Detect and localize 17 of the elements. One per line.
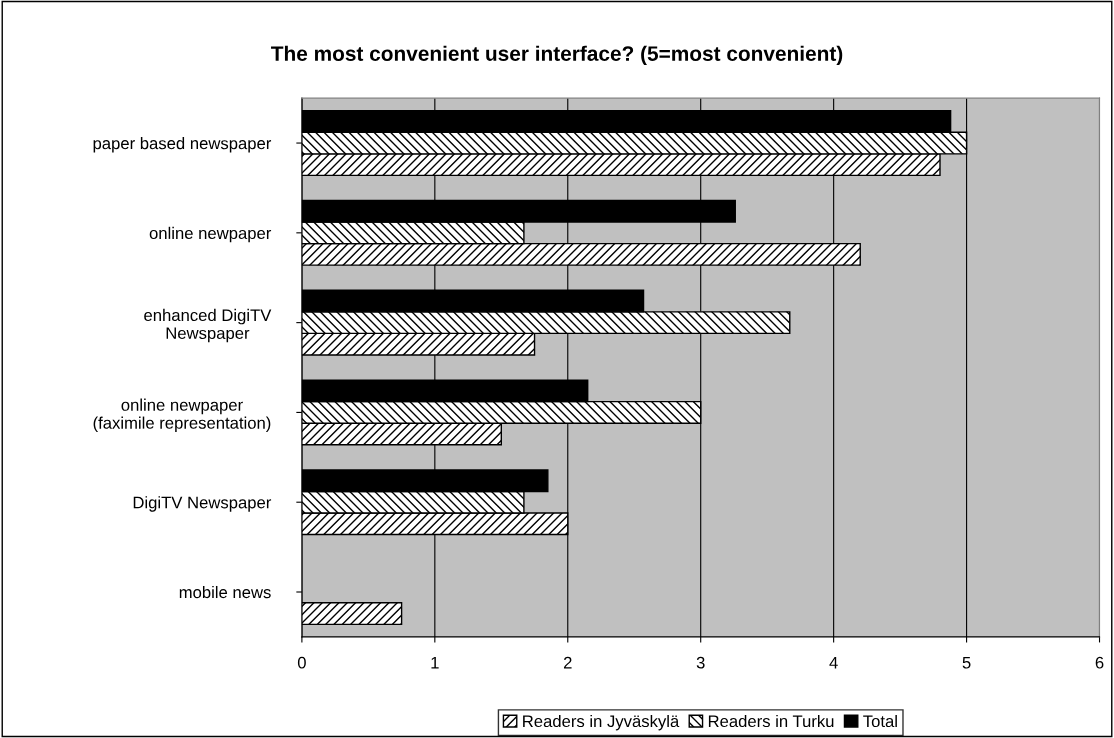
- y-tick-label: paper based newspaper: [93, 137, 272, 153]
- x-tick-label: 2: [563, 656, 572, 669]
- y-tick-label: DigiTV Newspaper: [133, 496, 272, 512]
- chart-title: The most convenient user interface? (5=most convenient): [271, 45, 843, 66]
- legend-label: Readers in Jyväskylä: [523, 714, 680, 731]
- legend-label: Readers in Turku: [708, 714, 834, 728]
- y-tick-label: online newpaper (faximile representation): [93, 398, 271, 433]
- x-tick-label: 1: [431, 656, 439, 669]
- y-tick-label: enhanced DigiTV Newspaper: [144, 308, 272, 343]
- y-tick-label: online newpaper: [149, 226, 272, 243]
- x-tick-label: 0: [297, 656, 306, 669]
- x-tick-label: 5: [962, 656, 971, 669]
- x-tick-label: 4: [829, 656, 838, 669]
- legend-label: Total: [863, 714, 897, 728]
- y-tick-label: mobile news: [179, 585, 271, 599]
- x-tick-label: 3: [696, 656, 705, 669]
- x-tick-label: 6: [1095, 656, 1104, 669]
